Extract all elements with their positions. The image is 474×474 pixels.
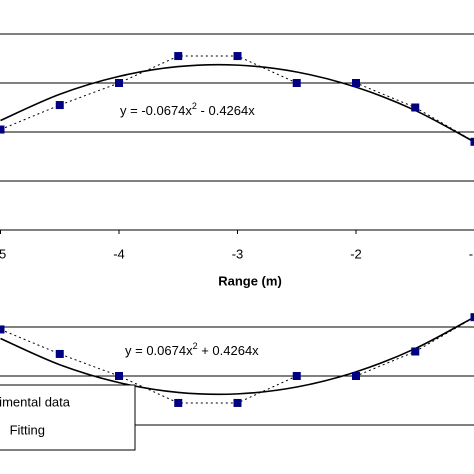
data-point [352,372,360,380]
data-point [292,372,301,380]
data-line [0,55,474,143]
data-point [411,103,420,112]
data-point [470,137,474,146]
data-point [233,398,242,407]
equation: y = 0.0674x2 + 0.4264x [125,341,259,358]
fit-curve [0,63,474,143]
data-point [292,79,301,87]
legend-label: Fitting [10,422,45,437]
x-tick-label: -4 [113,246,125,261]
x-tick-label: -1 [469,246,474,261]
data-point [411,347,420,356]
data-point [352,79,360,87]
data-point [0,325,5,334]
equation-part: 2 [192,101,197,111]
x-tick-label: -3 [232,246,244,261]
data-point [0,125,5,134]
equation-part: 2 [193,341,198,351]
legend-box [0,384,136,451]
data-point [55,101,64,110]
equation-part: - 0.4264x [197,103,255,118]
x-axis-label: Range (m) [218,273,282,288]
equation-part: + 0.4264x [198,343,260,358]
x-tick-label: -5 [0,246,6,261]
equation: y = -0.0674x2 - 0.4264x [120,101,255,118]
data-point [174,398,183,407]
data-point [115,79,123,87]
x-tick-label: -2 [350,246,362,261]
data-point [115,372,123,380]
legend-label: Experimental data [0,394,71,409]
data-point [55,349,64,358]
data-point [233,52,242,61]
data-point [470,313,474,322]
data-point [174,52,183,61]
fit-curve [0,316,474,396]
equation-part: y = 0.0674x [125,343,193,358]
equation-part: y = -0.0674x [120,103,192,118]
